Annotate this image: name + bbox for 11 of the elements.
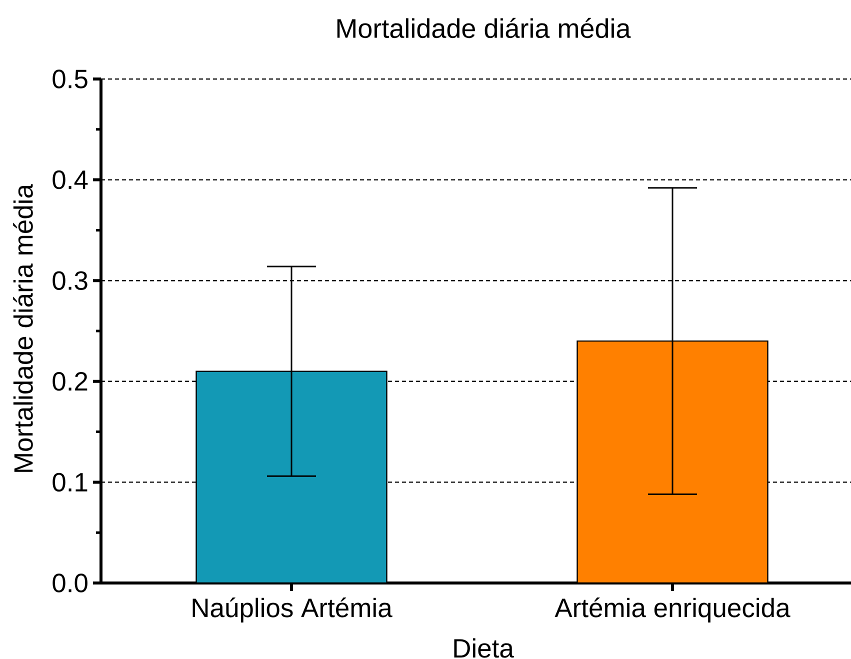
- y-tick-label: 0.0: [52, 574, 88, 592]
- y-tick-label: 0.5: [52, 70, 88, 88]
- x-tick-label: Naúplios Artémia: [192, 598, 392, 623]
- x-axis-title: Dieta: [454, 638, 514, 658]
- y-tick-label: 0.4: [52, 170, 88, 190]
- y-axis-title: Mortalidade diária média: [13, 184, 33, 472]
- x-tick-label: Artémia enriquecida: [554, 598, 790, 623]
- chart-title: Mortalidade diária média: [337, 18, 631, 38]
- y-tick-label: 0.2: [52, 372, 88, 391]
- y-tick-label: 0.3: [52, 271, 88, 290]
- y-tick-label: 0.1: [52, 472, 88, 492]
